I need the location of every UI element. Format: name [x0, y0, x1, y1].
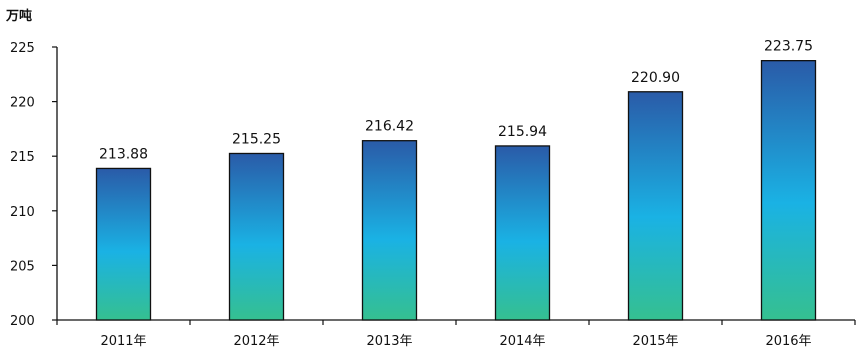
data-label: 220.90	[631, 70, 680, 86]
y-tick-label: 220	[10, 96, 35, 111]
y-tick-label: 200	[10, 314, 35, 329]
data-label: 215.94	[498, 124, 547, 140]
bar-2011年	[95, 167, 152, 321]
x-tick-label: 2015年	[632, 334, 678, 349]
y-axis: 200 205 210 215 220 225	[10, 41, 58, 329]
x-tick-label: 2011年	[100, 334, 146, 349]
bar-2013年	[361, 140, 418, 321]
x-tick-label: 2012年	[233, 334, 279, 349]
y-tick-label: 225	[10, 41, 35, 56]
data-label: 215.25	[232, 131, 281, 147]
data-label: 216.42	[365, 119, 414, 135]
bar-2014年	[494, 145, 551, 321]
x-tick-label: 2016年	[765, 334, 811, 349]
data-label: 213.88	[99, 146, 148, 162]
bar-2012年	[228, 152, 285, 321]
y-axis-unit-label: 万吨	[5, 8, 32, 24]
y-tick-label: 215	[10, 150, 35, 165]
bar-2016年	[760, 60, 817, 321]
bar-2015年	[627, 91, 684, 321]
y-tick-label: 205	[10, 259, 35, 274]
bar-series: 213.88 215.25 216.42 215.94 220.90 223.75	[95, 39, 817, 321]
data-label: 223.75	[764, 39, 813, 55]
x-axis: 2011年 2012年 2013年 2014年 2015年 2016年	[56, 319, 856, 349]
x-tick-label: 2014年	[499, 334, 545, 349]
x-tick-label: 2013年	[366, 334, 412, 349]
y-tick-label: 210	[10, 205, 35, 220]
